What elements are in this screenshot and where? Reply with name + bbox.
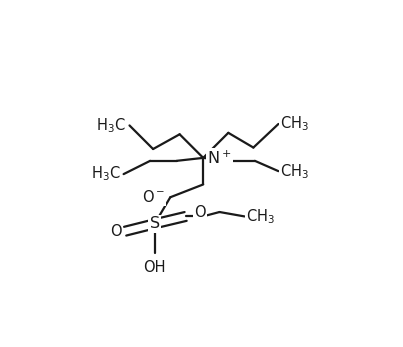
Text: O: O [110, 224, 122, 239]
Text: S: S [150, 216, 160, 231]
Text: H$_3$C: H$_3$C [91, 165, 120, 184]
Text: N$^+$: N$^+$ [208, 149, 232, 167]
Text: O$^-$: O$^-$ [142, 189, 165, 205]
Text: CH$_3$: CH$_3$ [280, 115, 309, 133]
Text: OH: OH [143, 260, 166, 275]
Text: CH$_3$: CH$_3$ [246, 207, 275, 226]
Text: CH$_3$: CH$_3$ [280, 162, 309, 180]
Text: H$_3$C: H$_3$C [96, 116, 126, 135]
Text: O: O [194, 205, 206, 220]
